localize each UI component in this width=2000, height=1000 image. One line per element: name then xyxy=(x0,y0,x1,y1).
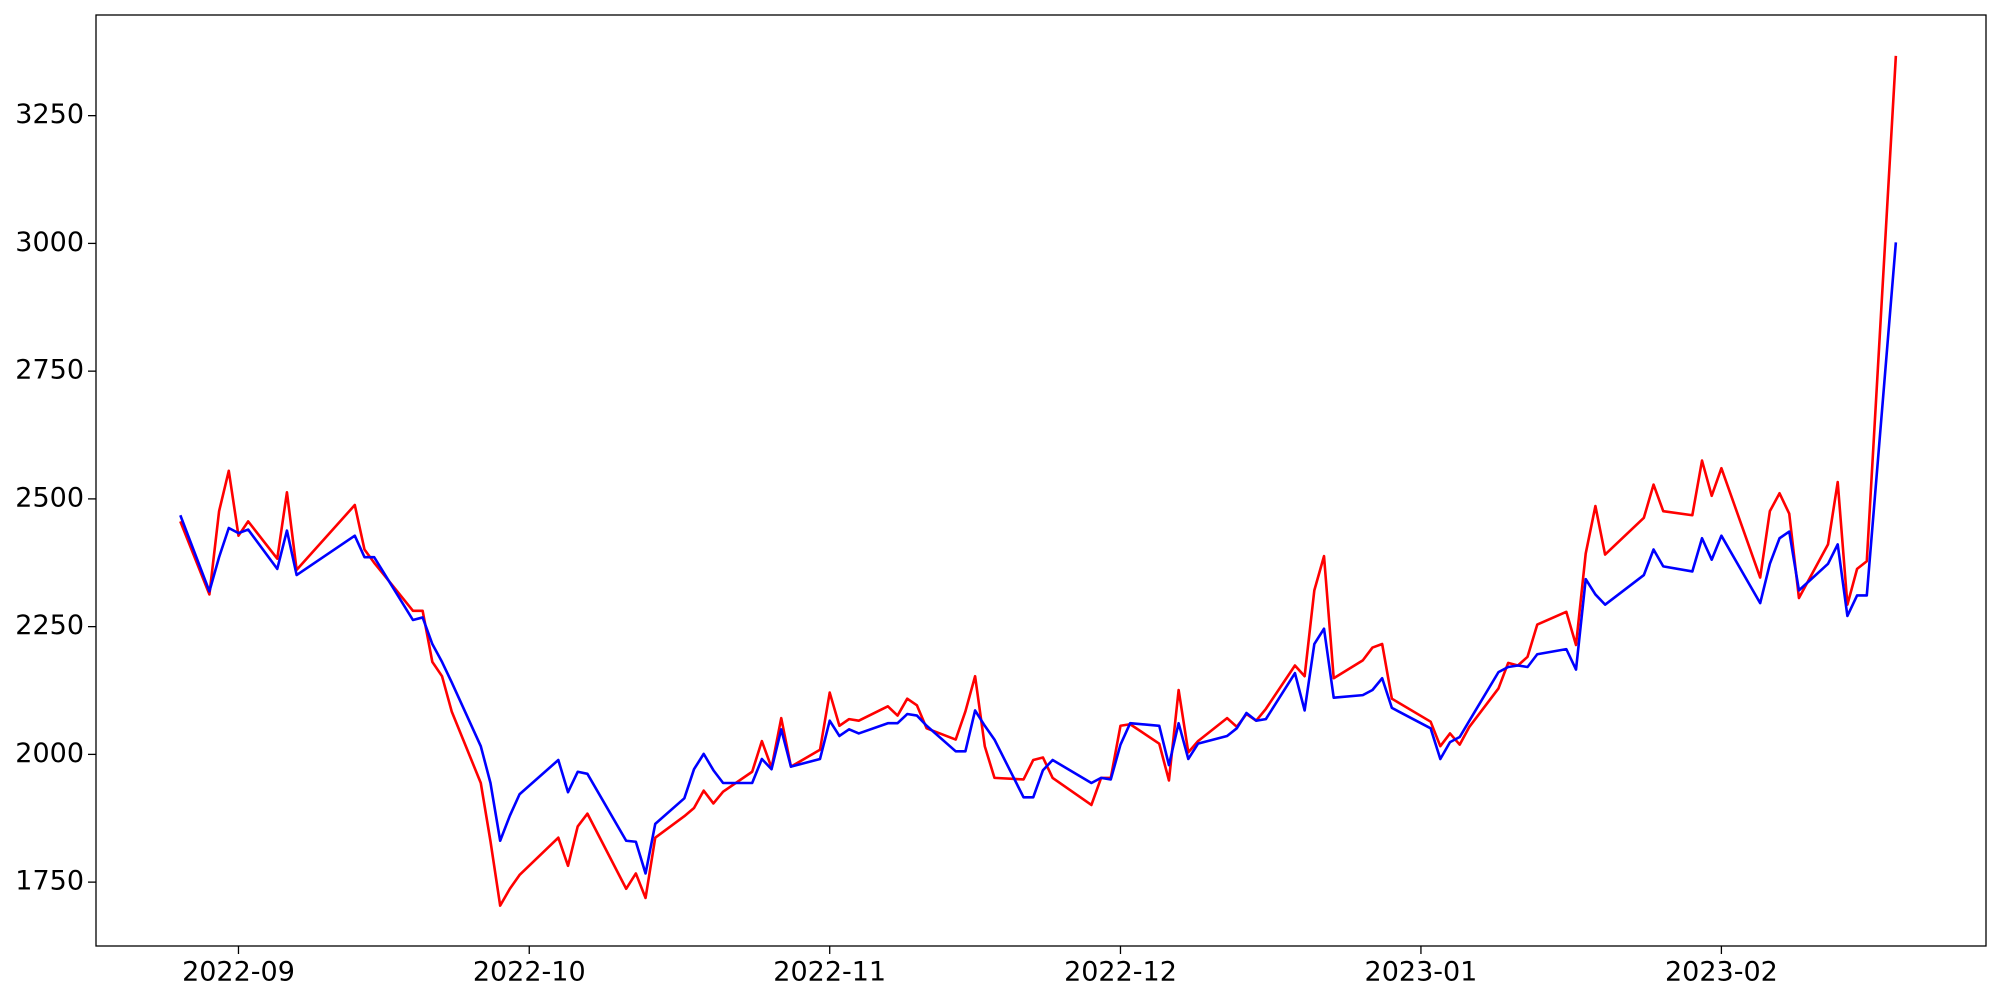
y-tick-label: 1750 xyxy=(15,866,84,897)
plot-frame xyxy=(95,14,1987,947)
line-series xyxy=(179,55,1898,907)
line-series xyxy=(179,242,1898,875)
x-tick-label: 2022-10 xyxy=(473,957,586,988)
x-tick-label: 2022-09 xyxy=(182,957,295,988)
y-tick-label: 2000 xyxy=(15,738,84,769)
y-tick-label: 2750 xyxy=(15,355,84,386)
x-tick-label: 2023-01 xyxy=(1365,957,1478,988)
y-tick-label: 3000 xyxy=(15,227,84,258)
y-tick-label: 2250 xyxy=(15,610,84,641)
y-tick-label: 2500 xyxy=(15,482,84,513)
y-tick-label: 3250 xyxy=(15,99,84,130)
x-tick-label: 2023-02 xyxy=(1665,957,1778,988)
x-tick-label: 2022-11 xyxy=(773,957,886,988)
x-tick-label: 2022-12 xyxy=(1064,957,1177,988)
